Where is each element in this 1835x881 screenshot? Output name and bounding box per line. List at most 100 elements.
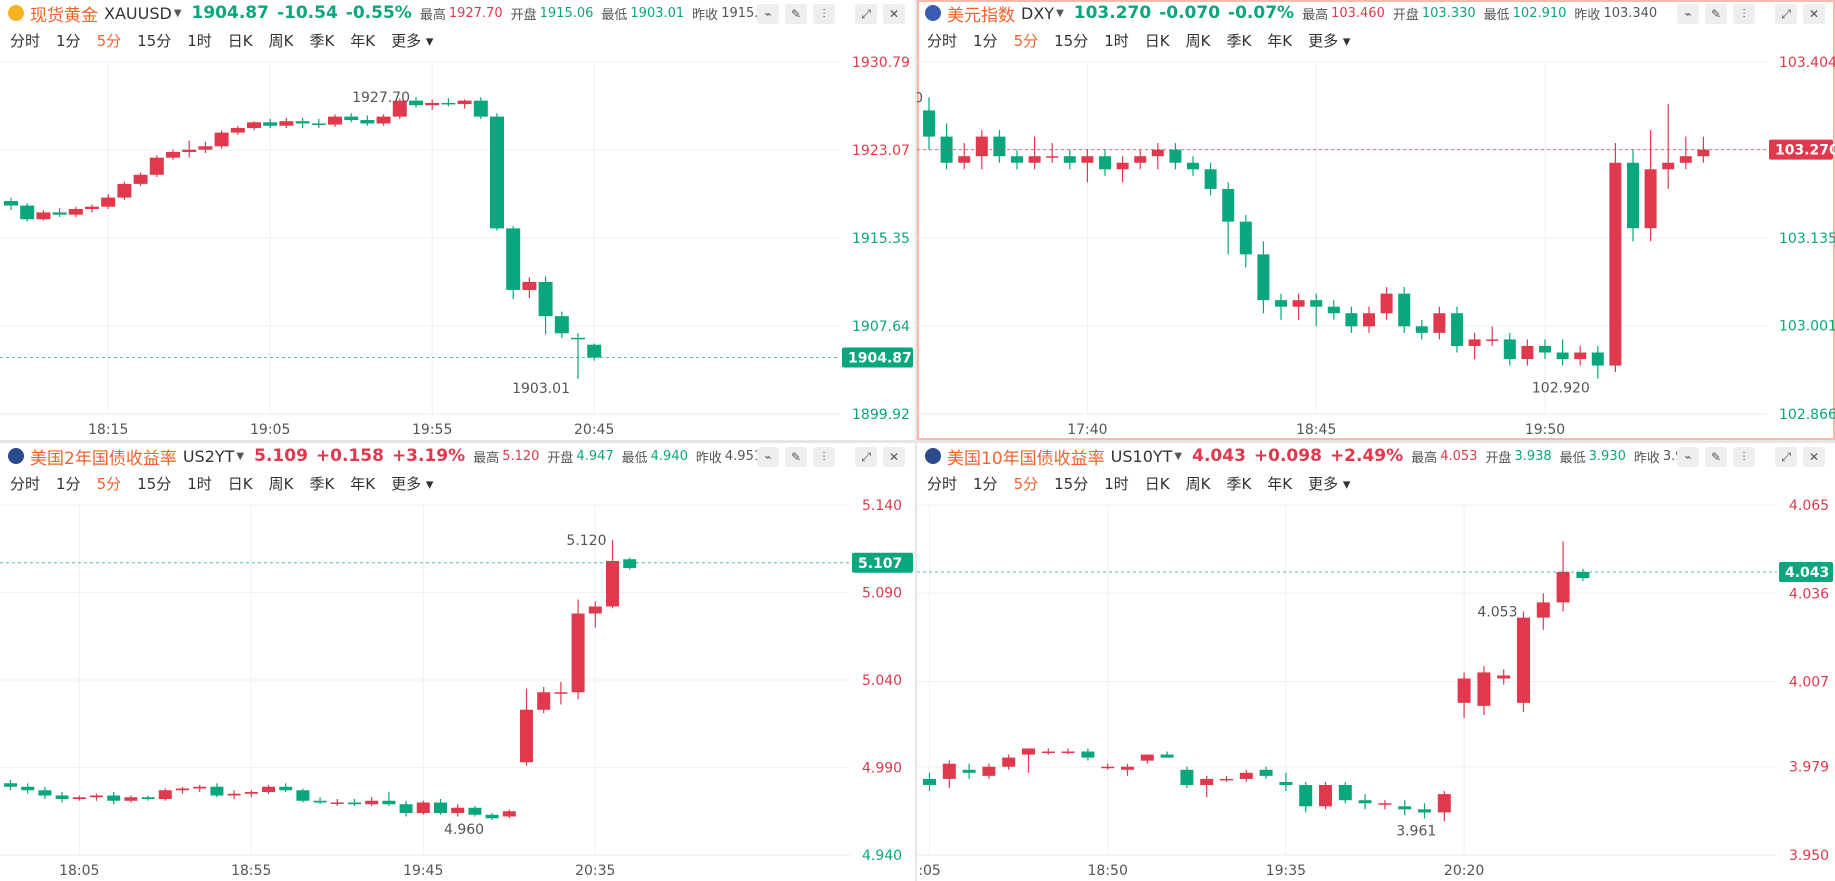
tab-period[interactable]: 日K: [1144, 32, 1170, 50]
expand-icon[interactable]: ⤢: [855, 447, 877, 467]
toolbar: ⌁ ✎ ⫶ ⤢ ✕: [1677, 447, 1825, 467]
tab-period[interactable]: 季K: [309, 32, 335, 50]
tab-period[interactable]: 1分: [56, 32, 81, 50]
tab-period[interactable]: 年K: [350, 32, 376, 50]
instrument-name[interactable]: 现货黄金: [30, 5, 98, 26]
candle-type-icon[interactable]: ⫶: [1733, 447, 1755, 467]
tab-period[interactable]: 年K: [1267, 475, 1293, 493]
tab-period[interactable]: 1分: [973, 475, 998, 493]
tab-period[interactable]: 更多 ▾: [391, 32, 434, 50]
y-tick-label: 1915.35: [852, 231, 910, 247]
tab-period[interactable]: 15分: [137, 32, 172, 50]
expand-icon[interactable]: ⤢: [1775, 4, 1797, 24]
tab-period[interactable]: 15分: [1054, 475, 1089, 493]
candle-body: [1517, 617, 1530, 703]
candle-body: [1022, 748, 1035, 755]
tab-period[interactable]: 15分: [137, 475, 172, 493]
close-icon[interactable]: ✕: [1803, 447, 1825, 467]
candle-body: [198, 146, 213, 150]
tab-period[interactable]: 分时: [10, 32, 41, 50]
last-price: 4.043: [1192, 446, 1246, 466]
tab-period[interactable]: 1分: [56, 475, 81, 493]
tab-period[interactable]: 15分: [1054, 32, 1089, 50]
tab-period[interactable]: 年K: [350, 475, 376, 493]
candle-body: [490, 116, 504, 229]
tab-period[interactable]: 季K: [1226, 475, 1252, 493]
chevron-down-icon[interactable]: ▼: [236, 450, 245, 462]
close-icon[interactable]: ✕: [1803, 4, 1825, 24]
candle-body: [55, 795, 69, 799]
indicator-icon[interactable]: ⌁: [1677, 4, 1699, 24]
candle-body: [101, 197, 116, 207]
stat-value-low: 3.930: [1588, 448, 1626, 464]
draw-icon[interactable]: ✎: [785, 447, 807, 467]
tab-period[interactable]: 1时: [187, 475, 212, 493]
candle-body: [1200, 778, 1214, 785]
x-tick-label: 20:45: [574, 422, 614, 438]
last-price: 1904.87: [191, 3, 269, 23]
chevron-down-icon[interactable]: ▼: [173, 7, 182, 19]
candle-body: [85, 206, 99, 209]
tab-period[interactable]: 5分: [1013, 475, 1039, 493]
price-change: -10.54: [276, 3, 338, 23]
tab-period[interactable]: 季K: [1226, 32, 1252, 50]
tab-period[interactable]: 1分: [973, 32, 998, 50]
candle-body: [141, 797, 155, 799]
candle-body: [1028, 156, 1041, 163]
candle-body: [993, 136, 1006, 157]
last-price-tag-label: 5.107: [858, 556, 902, 572]
tab-period[interactable]: 1时: [1104, 475, 1129, 493]
stat-label-high: 最高: [473, 450, 500, 466]
tab-period[interactable]: 5分: [1013, 32, 1039, 50]
candle-type-icon[interactable]: ⫶: [813, 447, 835, 467]
instrument-code[interactable]: US2YT: [182, 446, 235, 466]
instrument-code[interactable]: US10YT: [1110, 446, 1173, 466]
tab-period[interactable]: 5分: [96, 475, 122, 493]
indicator-icon[interactable]: ⌁: [757, 447, 779, 467]
tab-period[interactable]: 季K: [309, 475, 335, 493]
tab-period[interactable]: 1时: [187, 32, 212, 50]
instrument-code[interactable]: XAUUSD: [104, 3, 172, 23]
instrument-name[interactable]: 美国10年国债收益率: [947, 448, 1105, 469]
indicator-icon[interactable]: ⌁: [1677, 447, 1699, 467]
expand-icon[interactable]: ⤢: [855, 4, 877, 24]
tab-period[interactable]: 日K: [227, 475, 253, 493]
candle-body: [36, 212, 51, 220]
chevron-down-icon[interactable]: ▼: [1174, 450, 1183, 462]
candle-body: [227, 793, 241, 796]
chevron-down-icon[interactable]: ▼: [1056, 7, 1064, 19]
tab-period[interactable]: 5分: [96, 32, 122, 50]
tab-period[interactable]: 分时: [927, 32, 958, 50]
candle-body: [1099, 156, 1111, 170]
draw-icon[interactable]: ✎: [1705, 4, 1727, 24]
instrument-name[interactable]: 美国2年国债收益率: [30, 448, 177, 469]
tab-period[interactable]: 1时: [1104, 32, 1129, 50]
candle-type-icon[interactable]: ⫶: [813, 4, 835, 24]
tab-period[interactable]: 日K: [227, 32, 253, 50]
tab-period[interactable]: 更多 ▾: [391, 475, 434, 493]
candle-body: [554, 316, 569, 334]
instrument-code[interactable]: DXY: [1021, 3, 1055, 23]
tab-period[interactable]: 周K: [268, 32, 294, 50]
close-icon[interactable]: ✕: [883, 4, 905, 24]
tab-period[interactable]: 分时: [10, 475, 41, 493]
close-icon[interactable]: ✕: [883, 447, 905, 467]
tab-period[interactable]: 周K: [1185, 475, 1211, 493]
candle-body: [1536, 602, 1550, 618]
candle-body: [182, 149, 197, 152]
tab-period[interactable]: 周K: [268, 475, 294, 493]
candle-type-icon[interactable]: ⫶: [1733, 4, 1755, 24]
tab-period[interactable]: 周K: [1185, 32, 1211, 50]
candle-body: [1574, 352, 1587, 360]
tab-period[interactable]: 年K: [1267, 32, 1293, 50]
tab-period[interactable]: 日K: [1144, 475, 1170, 493]
tab-period[interactable]: 分时: [927, 475, 958, 493]
tab-period[interactable]: 更多 ▾: [1308, 32, 1351, 50]
candle-body: [434, 802, 447, 813]
draw-icon[interactable]: ✎: [785, 4, 807, 24]
expand-icon[interactable]: ⤢: [1775, 447, 1797, 467]
tab-period[interactable]: 更多 ▾: [1308, 475, 1351, 493]
instrument-name[interactable]: 美元指数: [947, 5, 1015, 26]
indicator-icon[interactable]: ⌁: [757, 4, 779, 24]
draw-icon[interactable]: ✎: [1705, 447, 1727, 467]
